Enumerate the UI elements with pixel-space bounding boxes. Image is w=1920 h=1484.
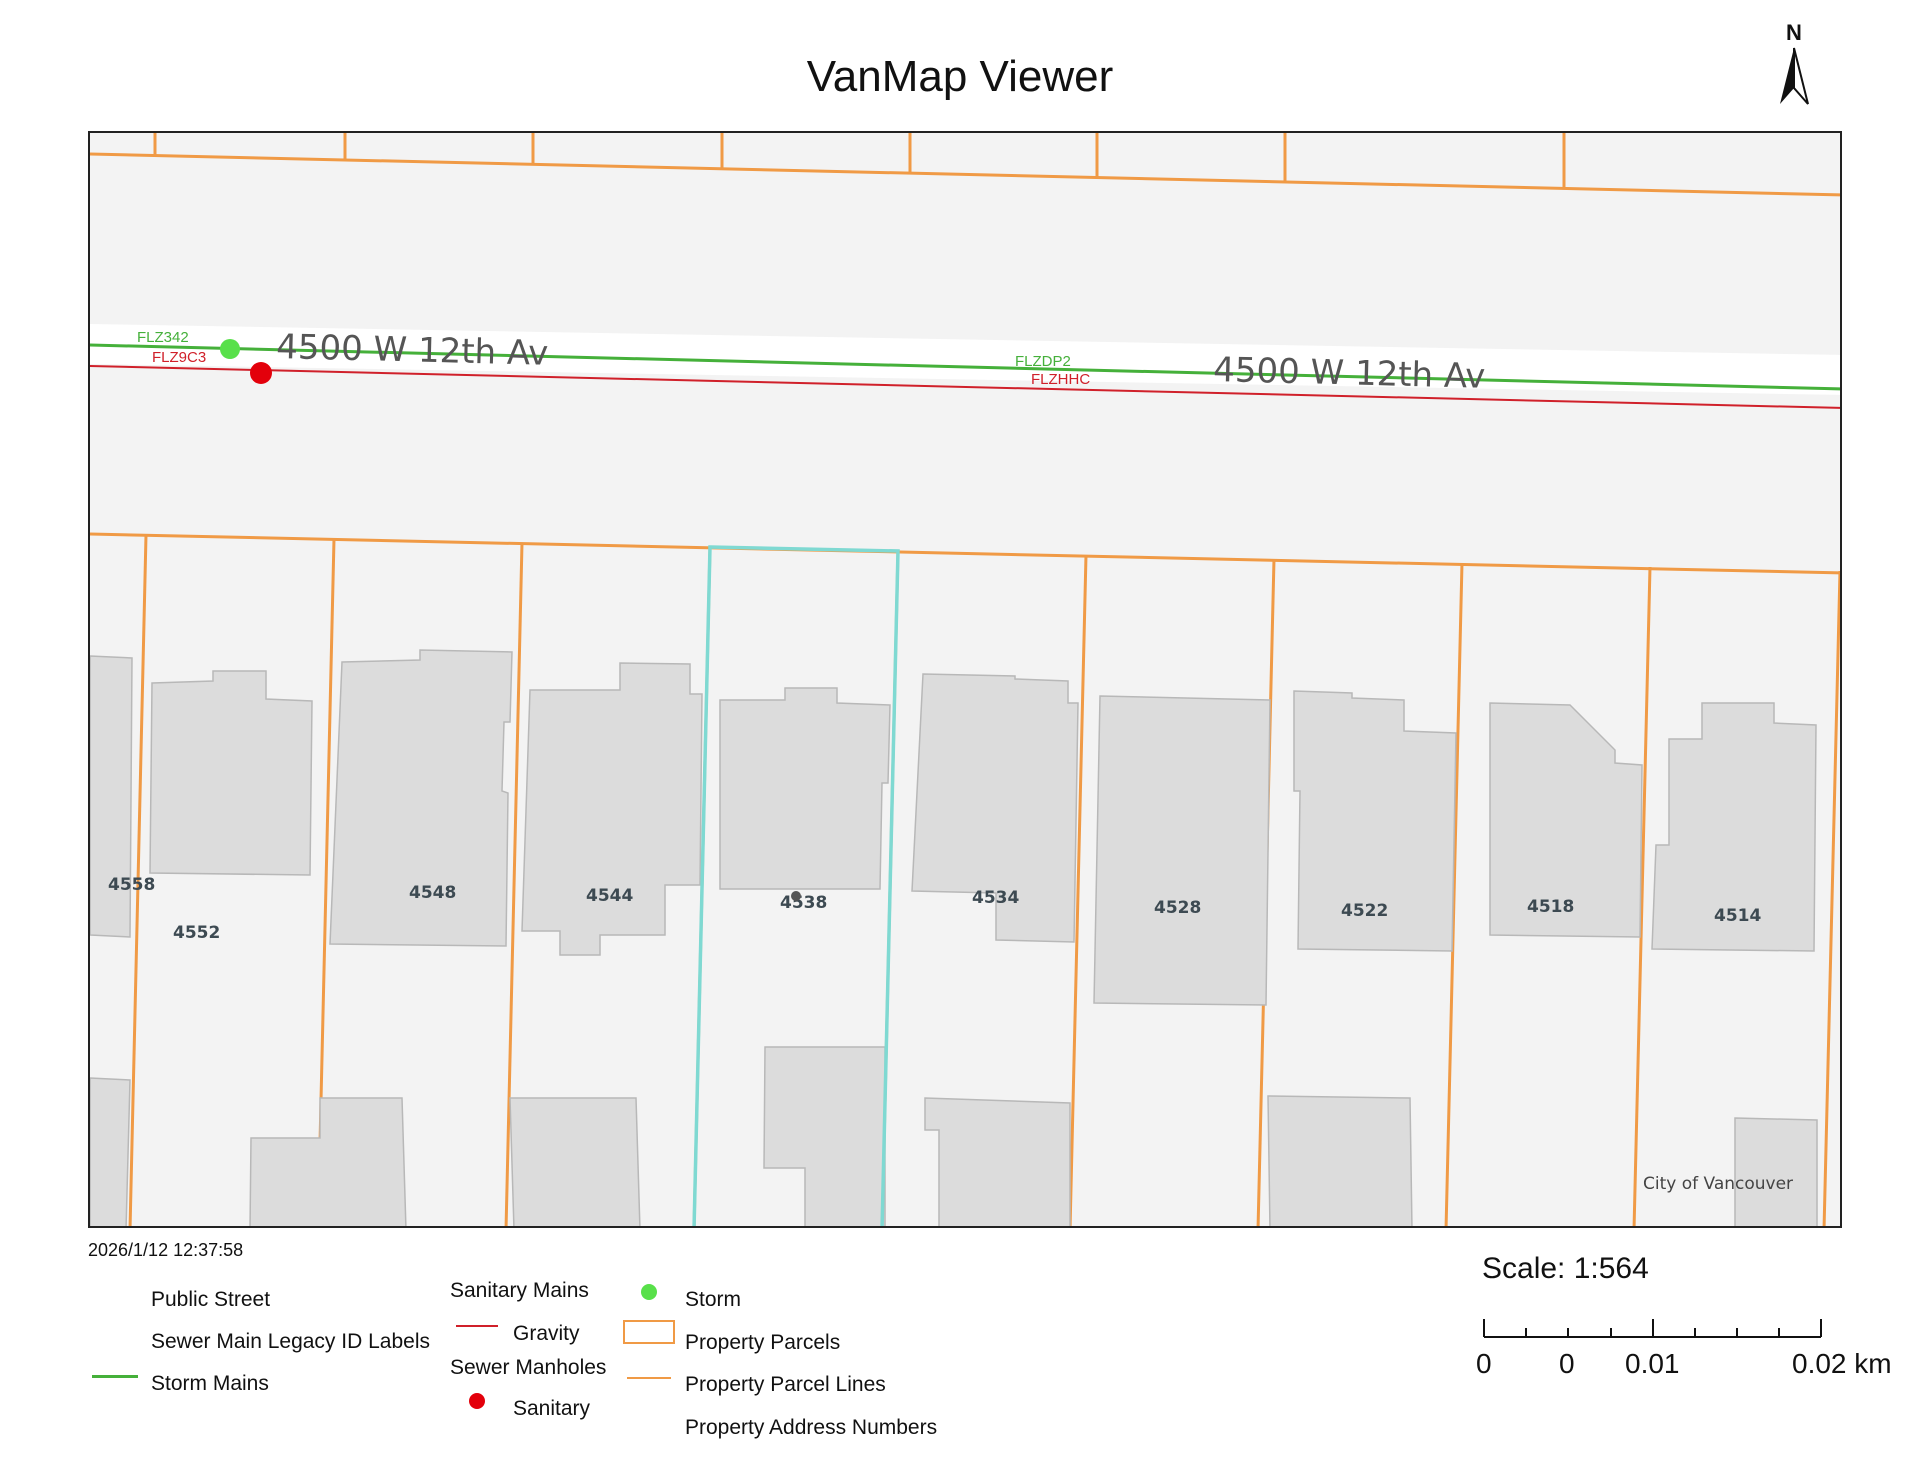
legend-public-street: Public Street [151,1288,271,1311]
legend-gravity: Gravity [513,1322,580,1345]
scale-label: Scale: 1:564 [1482,1252,1649,1285]
legend-storm-swatch [641,1284,657,1300]
legend-property-parcels: Property Parcels [685,1331,841,1354]
scale-tick-label: 0 [1476,1348,1492,1379]
north-label: N [1786,20,1802,45]
sanitary-manhole[interactable] [250,362,272,384]
map-viewport[interactable]: FLZ342 FLZ9C3 FLZDP2 FLZHHC 4500 W 12th … [88,131,1842,1228]
storm-main-id-label: FLZDP2 [1015,353,1071,370]
legend-property-parcel-lines: Property Parcel Lines [685,1373,886,1396]
scale-tick-label: 0.01 [1625,1348,1680,1379]
map-canvas[interactable]: FLZ342 FLZ9C3 FLZDP2 FLZHHC 4500 W 12th … [90,133,1842,1228]
address-number: 4544 [586,886,633,906]
address-number: 4558 [108,875,155,895]
street-label: 4500 W 12th Av [1213,350,1486,397]
storm-main-id-label: FLZ342 [137,329,189,346]
timestamp: 2026/1/12 12:37:58 [88,1240,244,1260]
street-label: 4500 W 12th Av [276,327,549,374]
building-footprints [90,649,1818,1226]
legend-storm-mains-swatch [92,1375,138,1378]
address-number: 4518 [1527,897,1574,917]
sanitary-main[interactable] [90,365,1842,409]
map-title: VanMap Viewer [806,52,1114,101]
legend-parcel-lines-swatch [627,1377,671,1379]
scale-bar [1483,1319,1822,1338]
selected-parcel[interactable] [692,545,900,1228]
property-point-marker [791,891,801,901]
legend-storm: Storm [685,1288,742,1311]
sanitary-main-id-label: FLZHHC [1031,371,1090,388]
address-number: 4514 [1714,906,1761,926]
scale-tick-label: 0 [1559,1348,1575,1379]
legend-gravity-swatch [456,1325,498,1327]
address-number: 4552 [173,923,220,943]
address-number: 4528 [1154,898,1201,918]
address-number: 4548 [409,883,456,903]
legend-sanitary-swatch [469,1393,485,1409]
legend-storm-mains: Storm Mains [151,1372,269,1395]
storm-manhole[interactable] [220,339,240,359]
scale-tick-label: 0.02 km [1792,1348,1892,1379]
address-number: 4522 [1341,901,1388,921]
storm-main[interactable] [90,343,1842,391]
north-parcel-lines [90,133,1840,197]
address-number: 4538 [780,893,827,913]
legend-sanitary-mains-heading: Sanitary Mains [450,1279,589,1302]
map-credit: City of Vancouver [1643,1174,1793,1194]
north-arrow-icon: N [1780,20,1809,105]
legend-property-address-numbers: Property Address Numbers [685,1416,938,1439]
address-number: 4534 [972,888,1019,908]
legend-sanitary: Sanitary [513,1397,591,1420]
legend-sewer-manholes-heading: Sewer Manholes [450,1356,607,1379]
legend-property-parcels-swatch [623,1320,675,1344]
legend-legacy-labels: Sewer Main Legacy ID Labels [151,1330,430,1353]
sanitary-main-id-label: FLZ9C3 [152,349,206,366]
